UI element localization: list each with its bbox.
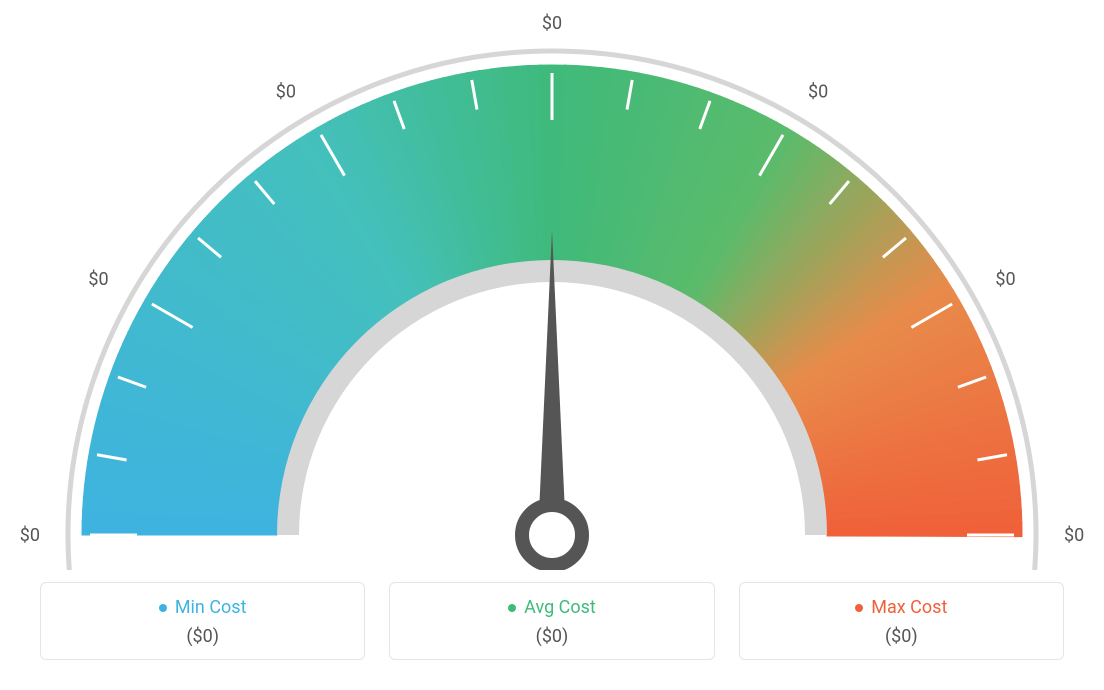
legend-label-min: Min Cost <box>175 597 247 618</box>
legend-dot-min <box>159 604 167 612</box>
legend-dot-max <box>855 604 863 612</box>
gauge-chart: $0 $0 $0 $0 $0 $0 $0 <box>0 10 1104 570</box>
legend-label-max: Max Cost <box>871 597 947 618</box>
legend-value-max: ($0) <box>750 626 1053 647</box>
cost-gauge-container: $0 $0 $0 $0 $0 $0 $0 Min Cost ($0) Avg Cost ($… <box>0 0 1104 690</box>
legend-card-avg: Avg Cost ($0) <box>389 582 714 661</box>
svg-text:$0: $0 <box>20 525 40 546</box>
legend-title-avg: Avg Cost <box>508 597 596 618</box>
svg-text:$0: $0 <box>542 13 562 34</box>
legend-card-min: Min Cost ($0) <box>40 582 365 661</box>
legend-card-max: Max Cost ($0) <box>739 582 1064 661</box>
legend-value-min: ($0) <box>51 626 354 647</box>
legend-value-avg: ($0) <box>400 626 703 647</box>
legend-title-min: Min Cost <box>159 597 247 618</box>
svg-text:$0: $0 <box>995 269 1015 290</box>
legend-dot-avg <box>508 604 516 612</box>
legend-label-avg: Avg Cost <box>524 597 596 618</box>
svg-text:$0: $0 <box>276 82 296 103</box>
svg-text:$0: $0 <box>1064 525 1084 546</box>
svg-text:$0: $0 <box>808 82 828 103</box>
svg-text:$0: $0 <box>88 269 108 290</box>
gauge-svg: $0 $0 $0 $0 $0 $0 $0 <box>0 10 1104 570</box>
legend-row: Min Cost ($0) Avg Cost ($0) Max Cost ($0… <box>40 582 1064 661</box>
legend-title-max: Max Cost <box>855 597 947 618</box>
